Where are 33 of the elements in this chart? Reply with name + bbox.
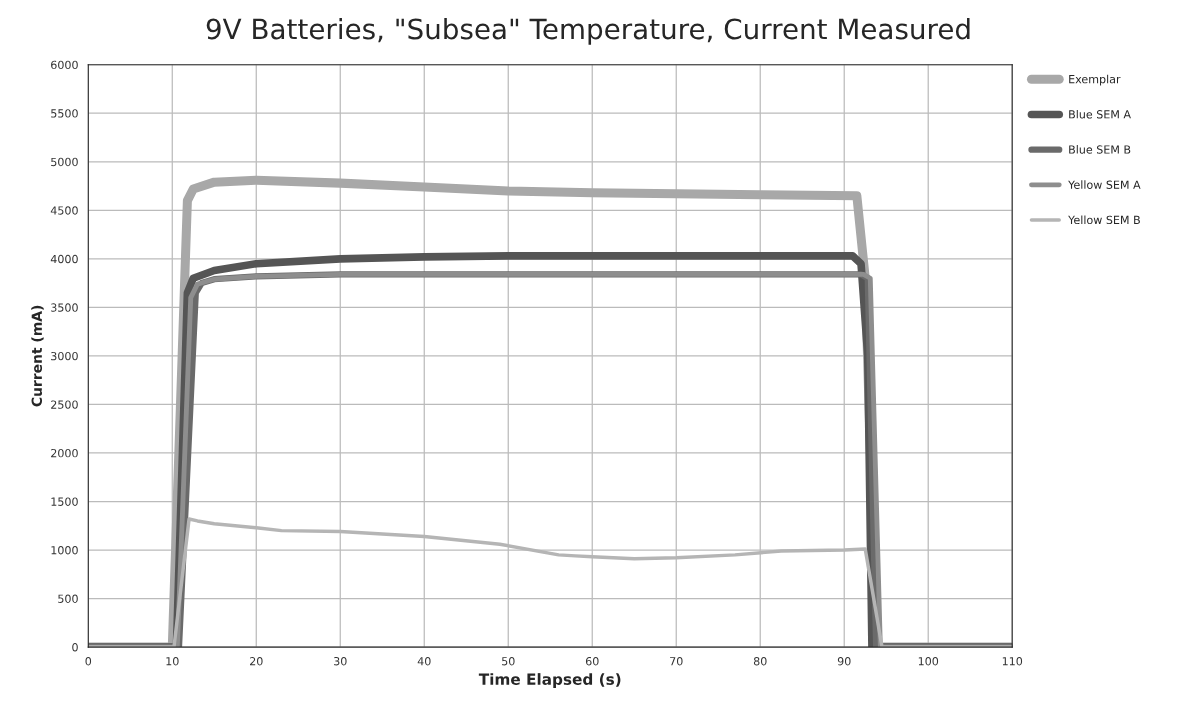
- legend-label: Yellow SEM A: [1068, 180, 1141, 189]
- y-tick-label: 1000: [51, 546, 78, 555]
- legend-label: Yellow SEM B: [1068, 215, 1140, 225]
- x-tick-label: 20: [250, 657, 263, 666]
- legend-label: Blue SEM A: [1069, 109, 1131, 119]
- y-tick-label: 5000: [51, 157, 78, 167]
- x-tick-label: 90: [837, 657, 851, 666]
- y-tick-label: 2000: [51, 448, 78, 458]
- x-axis-title: Time Elapsed (s): [478, 673, 621, 688]
- y-tick-label: 3500: [51, 303, 78, 312]
- y-tick-label: 4500: [50, 206, 78, 215]
- y-tick-label: 6000: [51, 60, 78, 70]
- y-tick-label: 5500: [51, 109, 78, 118]
- x-tick-label: 10: [166, 657, 179, 666]
- legend-label: Blue SEM B: [1069, 145, 1131, 154]
- x-tick-label: 0: [85, 657, 92, 666]
- y-tick-label: 1500: [51, 497, 78, 506]
- y-tick-label: 3000: [51, 351, 78, 361]
- x-tick-label: 110: [1002, 657, 1023, 666]
- y-tick-label: 500: [58, 594, 78, 603]
- y-axis-title: Current (mA): [31, 305, 44, 407]
- legend-label: Exemplar: [1069, 74, 1121, 86]
- x-tick-label: 60: [585, 657, 599, 666]
- x-tick-label: 80: [753, 657, 767, 666]
- chart-title: 9V Batteries, "Subsea" Temperature, Current Measured: [206, 17, 970, 45]
- x-tick-label: 50: [502, 657, 515, 666]
- y-tick-label: 2500: [51, 400, 78, 409]
- x-tick-label: 100: [918, 657, 939, 666]
- y-tick-label: 0: [72, 643, 78, 652]
- x-tick-label: 70: [670, 657, 683, 666]
- x-tick-label: 40: [417, 657, 431, 666]
- y-tick-label: 4000: [50, 254, 78, 264]
- x-tick-label: 30: [334, 657, 347, 666]
